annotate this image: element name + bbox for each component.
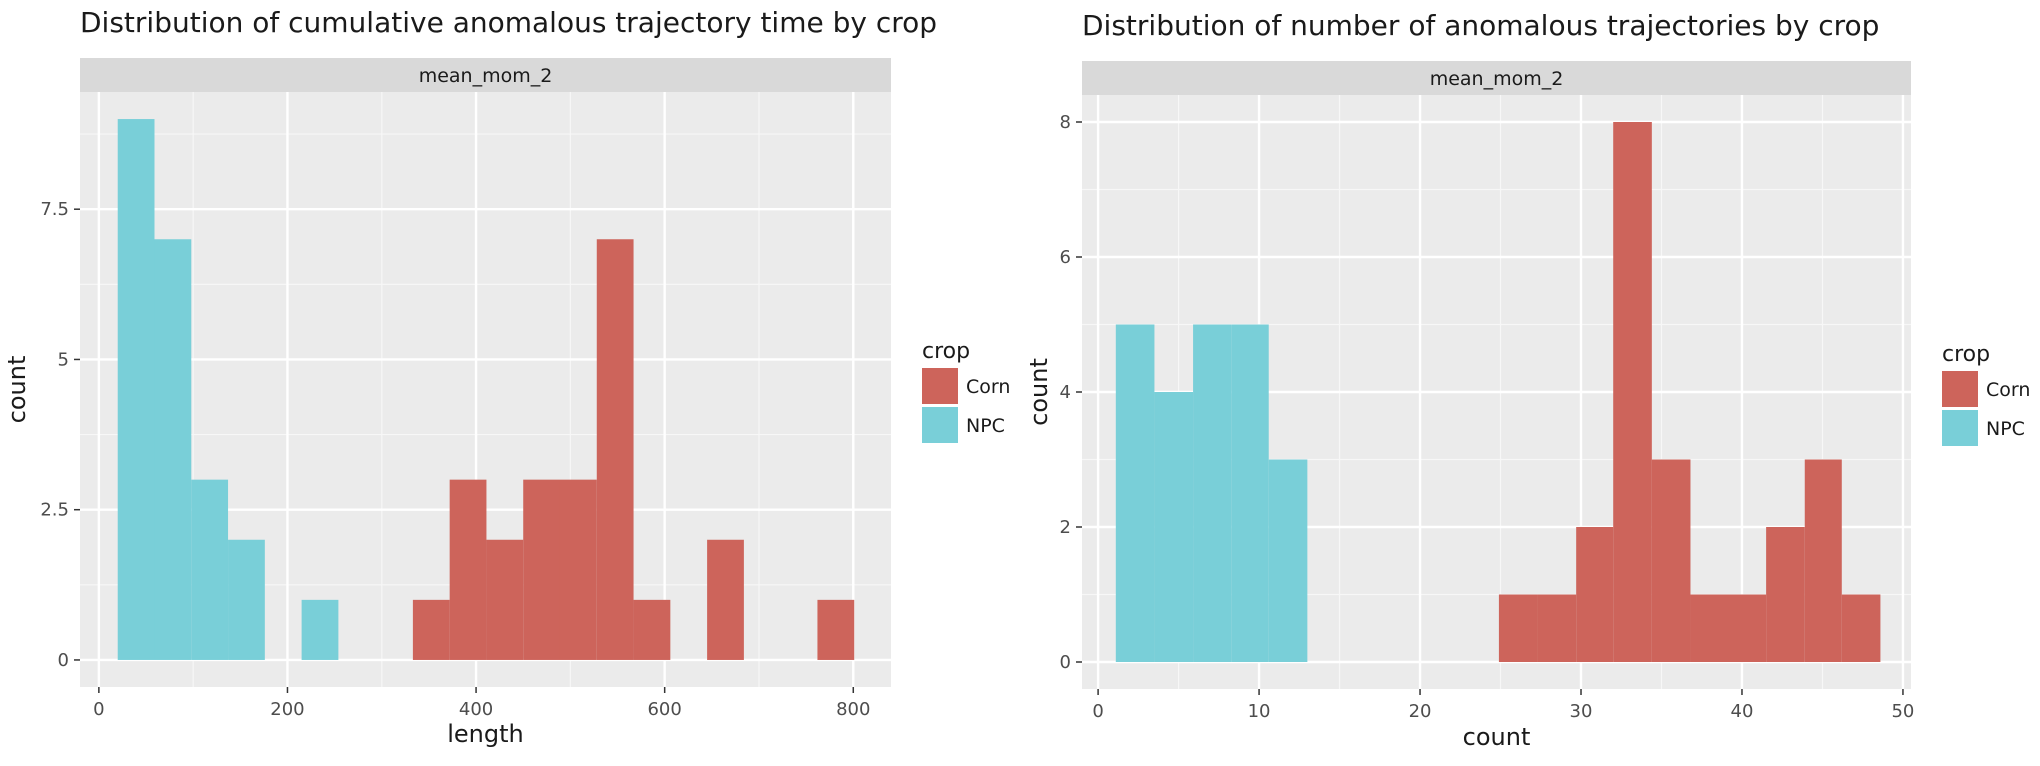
x-tick-label: 50 [1891,701,1914,722]
x-axis-label: length [447,720,524,748]
series-npc [117,119,339,660]
y-tick-label: 0 [1060,652,1071,673]
x-tick-label: 0 [93,699,104,720]
series-npc [1115,324,1308,662]
bar-npc [1115,324,1155,662]
bar-npc [1193,324,1232,662]
bar-corn [1804,459,1842,662]
x-tick-label: 0 [1092,701,1103,722]
x-tick-label: 10 [1248,701,1271,722]
x-tick-label: 40 [1731,701,1754,722]
y-tick-label: 4 [1060,382,1071,403]
bar-corn [523,479,560,660]
legend: crop Corn NPC [1942,342,2030,446]
legend-key-corn [922,368,958,404]
legend-label-npc: NPC [966,415,1005,437]
series-corn [1498,122,1881,662]
legend-key-npc [922,407,958,443]
legend: crop Corn NPC [922,339,1010,443]
y-tick-label: 2.5 [40,500,69,521]
legend-label-corn: Corn [1986,379,2030,401]
facet-strip [1082,61,1911,95]
y-tick-label: 0 [58,650,69,671]
bar-corn [1766,527,1805,662]
chart-2: Distribution of number of anomalous traj… [1025,9,2030,751]
bar-npc [301,599,339,660]
y-tick-label: 8 [1060,112,1071,133]
bar-corn [412,599,450,660]
x-tick-label: 600 [647,699,681,720]
chart-title: Distribution of number of anomalous traj… [1082,9,1879,42]
bar-npc [154,239,192,660]
facet-strip [80,58,891,92]
x-tick-label: 800 [836,699,870,720]
bar-corn [817,599,855,660]
bar-npc [228,539,265,660]
bar-corn [1841,594,1881,662]
bar-npc [1268,459,1308,662]
bar-corn [449,479,487,660]
bar-npc [1231,324,1269,662]
bar-npc [1154,392,1194,662]
y-tick-label: 5 [58,349,69,370]
y-axis-label: count [3,356,31,424]
x-tick-label: 400 [459,699,493,720]
y-tick-label: 6 [1060,247,1071,268]
chart-1: Distribution of cumulative anomalous tra… [3,6,1010,748]
y-tick-label: 2 [1060,517,1071,538]
y-axis-label: count [1025,358,1053,426]
chart-title: Distribution of cumulative anomalous tra… [80,6,937,39]
series-corn [412,239,855,660]
bar-corn [559,479,597,660]
bar-corn [1498,594,1538,662]
legend-label-corn: Corn [966,376,1010,398]
bar-corn [1651,459,1691,662]
bar-npc [117,119,155,660]
legend-label-npc: NPC [1986,418,2025,440]
bar-corn [1727,594,1767,662]
bar-corn [1613,122,1652,662]
bar-npc [191,479,229,660]
bar-corn [1576,527,1614,662]
x-tick-label: 30 [1570,701,1593,722]
legend-title: crop [922,339,970,364]
x-tick-label: 20 [1409,701,1432,722]
x-axis-label: count [1463,723,1531,751]
bar-corn [633,599,671,660]
bar-corn [596,239,634,660]
bar-corn [1537,594,1577,662]
bar-corn [707,539,744,660]
bar-corn [486,539,524,660]
y-tick-label: 7.5 [40,199,69,220]
x-tick-label: 200 [270,699,304,720]
legend-title: crop [1942,342,1990,367]
legend-key-corn [1942,371,1978,407]
legend-key-npc [1942,410,1978,446]
facet-label: mean_mom_2 [419,65,553,87]
facet-label: mean_mom_2 [1430,68,1564,90]
bar-corn [1690,594,1728,662]
